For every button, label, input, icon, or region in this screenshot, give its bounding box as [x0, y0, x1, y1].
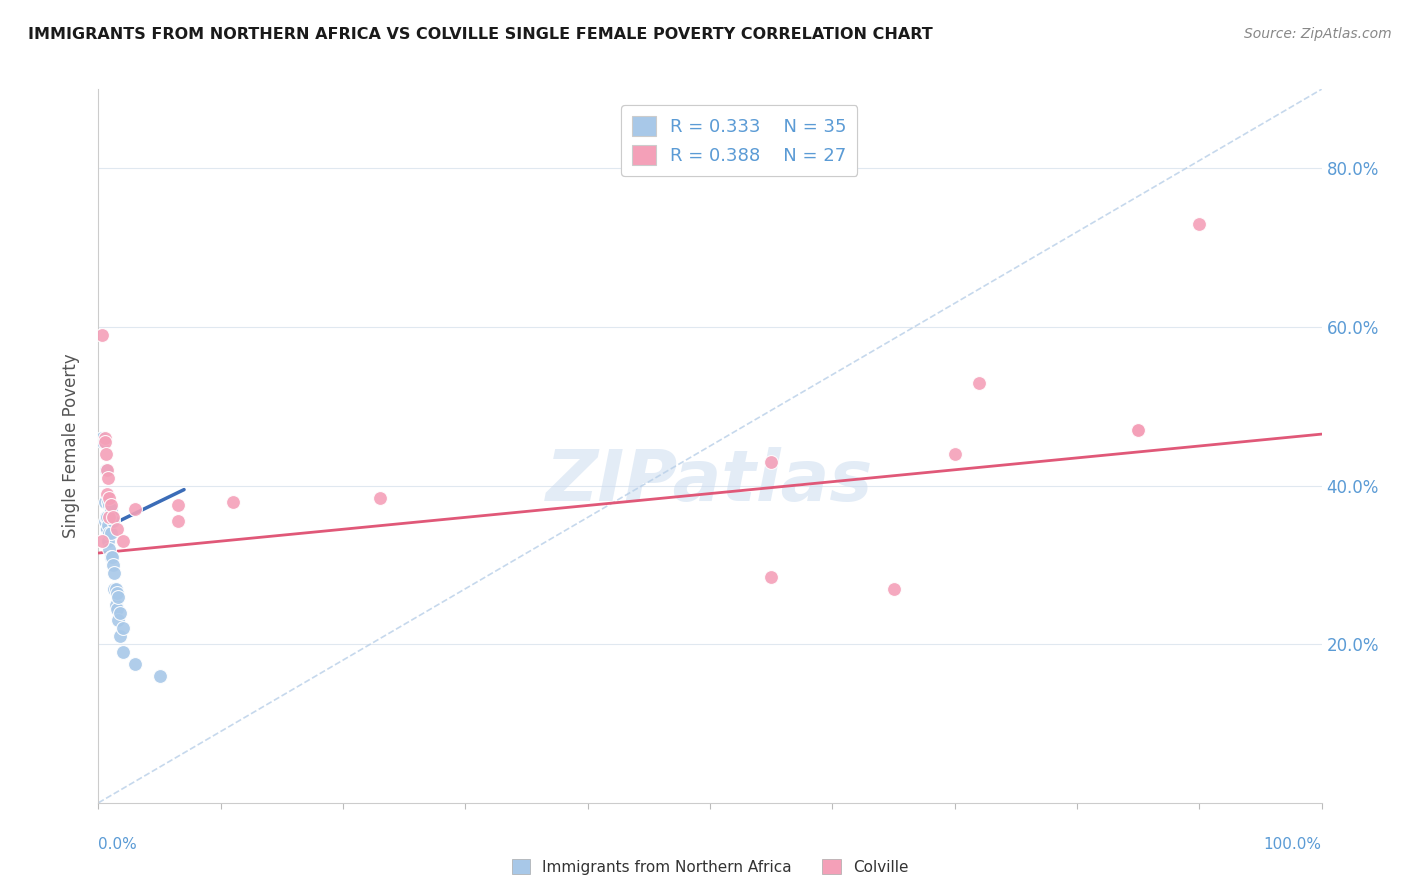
Point [101, 549, 124, 564]
Point [103, 582, 125, 596]
Point [103, 566, 125, 580]
Point [97, 518, 120, 533]
Point [967, 376, 990, 390]
Point [943, 447, 966, 461]
Point [1128, 423, 1150, 437]
Point [101, 558, 124, 572]
Point [761, 570, 783, 584]
Text: 0.0%: 0.0% [98, 837, 138, 852]
Point [124, 502, 146, 516]
Point [104, 582, 127, 596]
Text: Source: ZipAtlas.com: Source: ZipAtlas.com [1244, 27, 1392, 41]
Point [110, 606, 132, 620]
Point [110, 629, 132, 643]
Point [167, 514, 190, 528]
Point [101, 510, 124, 524]
Point [1188, 217, 1211, 231]
Point [98, 510, 121, 524]
Point [107, 590, 129, 604]
Text: ZIPatlas: ZIPatlas [547, 447, 873, 516]
Point [105, 522, 128, 536]
Point [97, 494, 120, 508]
Point [111, 534, 134, 549]
Point [93, 514, 115, 528]
Point [96, 486, 118, 500]
Point [91, 534, 114, 549]
Point [98, 526, 121, 541]
Point [761, 455, 783, 469]
Point [104, 598, 127, 612]
Point [124, 657, 146, 671]
Legend: R = 0.333    N = 35, R = 0.388    N = 27: R = 0.333 N = 35, R = 0.388 N = 27 [621, 105, 858, 176]
Y-axis label: Single Female Poverty: Single Female Poverty [62, 354, 80, 538]
Point [368, 491, 391, 505]
Point [91, 328, 114, 343]
Point [91, 431, 114, 445]
Point [96, 522, 118, 536]
Point [100, 526, 122, 541]
Point [167, 499, 190, 513]
Point [100, 499, 122, 513]
Point [97, 534, 120, 549]
Text: 100.0%: 100.0% [1264, 837, 1322, 852]
Point [94, 510, 117, 524]
Point [101, 514, 124, 528]
Point [93, 435, 115, 450]
Point [96, 463, 118, 477]
Text: IMMIGRANTS FROM NORTHERN AFRICA VS COLVILLE SINGLE FEMALE POVERTY CORRELATION CH: IMMIGRANTS FROM NORTHERN AFRICA VS COLVI… [28, 27, 932, 42]
Point [883, 582, 905, 596]
Point [96, 510, 118, 524]
Point [98, 491, 121, 505]
Point [100, 549, 122, 564]
Point [98, 542, 121, 557]
Point [105, 585, 128, 599]
Point [98, 499, 121, 513]
Point [101, 510, 124, 524]
Point [111, 645, 134, 659]
Point [94, 463, 117, 477]
Point [97, 471, 120, 485]
Point [91, 435, 114, 450]
Point [1128, 423, 1150, 437]
Point [149, 669, 172, 683]
Point [111, 621, 134, 635]
Point [222, 494, 245, 508]
Point [100, 502, 122, 516]
Point [105, 601, 128, 615]
Point [93, 431, 115, 445]
Point [94, 447, 117, 461]
Point [107, 614, 129, 628]
Point [93, 494, 115, 508]
